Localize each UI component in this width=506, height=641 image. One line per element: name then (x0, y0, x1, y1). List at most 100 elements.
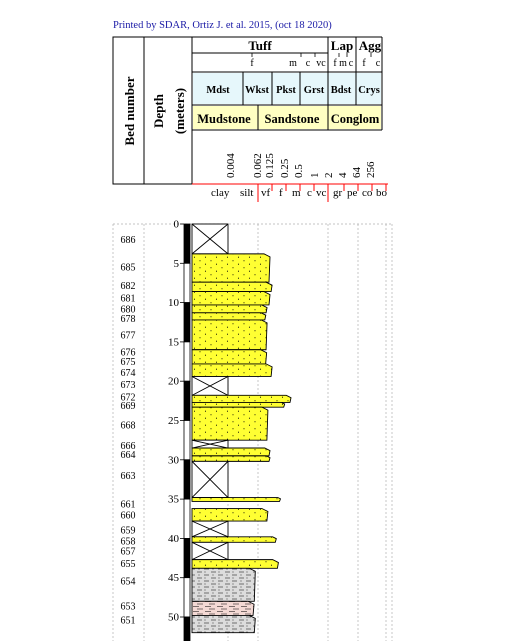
tuff-size-ticks (251, 53, 372, 57)
covered-interval (191, 541, 229, 561)
grain-size-class-labels: clay silt vf f m c vc gr pe co bo (211, 187, 388, 199)
covered-cross-line (191, 541, 229, 561)
depth-bar-segment (183, 223, 191, 264)
bed-number-label: 685 (121, 263, 136, 274)
sandstone-bed (191, 401, 286, 408)
depth-bar-segment (183, 341, 191, 382)
svg-text:bo: bo (376, 187, 388, 199)
svg-text:vf: vf (261, 187, 271, 199)
carbonate-row-bg (193, 73, 381, 104)
mudstone-label: Mudstone (197, 112, 251, 126)
svg-text:0.25: 0.25 (279, 158, 291, 178)
svg-text:vc: vc (316, 58, 326, 69)
depth-tick-label: 15 (168, 336, 180, 348)
printed-by-caption: Printed by SDAR, Ortiz J. et al. 2015, (… (113, 20, 332, 31)
bed-number-label: 673 (121, 380, 136, 391)
svg-text:0.004: 0.004 (225, 153, 237, 178)
svg-text:m: m (339, 58, 347, 69)
depth-bar-segment (183, 538, 191, 579)
svg-text:silt: silt (240, 187, 253, 199)
svg-text:2: 2 (323, 173, 335, 179)
lapilli-header: Lap (331, 38, 353, 53)
agglomerate-header: Agg (359, 38, 382, 53)
pkst-label: Pkst (276, 85, 296, 96)
bed-number-label: 651 (121, 616, 136, 627)
grst-label: Grst (304, 85, 325, 96)
covered-interval (191, 439, 229, 449)
covered-cross-line (191, 223, 229, 255)
bed-number-label: 654 (121, 576, 136, 587)
conglomerate-label: Conglom (331, 112, 380, 126)
depth-header: Depth (151, 93, 166, 128)
covered-cross-line (191, 439, 229, 449)
sandstone-bed (191, 508, 269, 522)
sandstone-bed (191, 312, 267, 321)
sandstone-bed (191, 406, 269, 441)
siliciclastic-row-bg (193, 106, 381, 129)
svg-text:4: 4 (337, 172, 349, 178)
svg-text:f: f (333, 58, 337, 69)
sandstone-bed (191, 497, 282, 502)
depth-bar (183, 223, 191, 641)
bed-number-label: 686 (121, 235, 136, 246)
siliciclastic-groups: Mudstone Sandstone Conglom (197, 112, 380, 126)
depth-tick-label: 0 (174, 219, 180, 231)
sandstone-bed (191, 559, 279, 569)
bed-number-label: 677 (121, 330, 136, 341)
depth-bar-segment (183, 498, 191, 539)
bdst-label: Bdst (331, 85, 352, 96)
bed-number-label: 682 (121, 281, 136, 292)
depth-bar-segment (183, 459, 191, 500)
svg-text:0.062: 0.062 (252, 153, 264, 178)
covered-interval (191, 460, 229, 498)
depth-bar-segment (183, 380, 191, 421)
siltstone-bed (191, 567, 256, 602)
svg-text:f: f (250, 58, 254, 69)
bed-number-label: 680 (121, 304, 136, 315)
depth-tick-label: 10 (168, 297, 180, 309)
depth-tick-label: 40 (168, 533, 180, 545)
svg-text:gr: gr (333, 187, 343, 199)
sandstone-bed (191, 394, 292, 403)
depth-tick-label: 50 (168, 612, 180, 624)
sandstone-bed (191, 281, 273, 293)
covered-cross-line (191, 461, 229, 498)
carbonate-classes: Mdst Wkst Pkst Grst Bdst Crys (206, 85, 379, 96)
bed-column (191, 223, 292, 634)
covered-cross-line (191, 520, 229, 538)
svg-text:f: f (362, 58, 366, 69)
svg-text:c: c (376, 58, 381, 69)
svg-text:pe: pe (347, 187, 358, 199)
bed-number-label: 657 (121, 546, 136, 557)
bed-number-label: 666 (121, 441, 136, 452)
svg-text:m: m (289, 58, 297, 69)
bed-number-label: 675 (121, 357, 136, 368)
covered-interval (191, 520, 229, 538)
svg-text:256: 256 (365, 161, 377, 178)
svg-text:c: c (306, 58, 311, 69)
wkst-label: Wkst (245, 85, 269, 96)
bed-number-label: 658 (121, 536, 136, 547)
covered-cross-line (191, 376, 229, 396)
bed-number-label: 678 (121, 314, 136, 325)
covered-interval (191, 376, 229, 396)
depth-tick-label: 20 (168, 376, 180, 388)
svg-text:1: 1 (309, 173, 321, 179)
grain-size-scale (192, 183, 388, 202)
depth-tick-label: 35 (168, 494, 180, 506)
depth-tick-label: 5 (174, 258, 180, 270)
depth-bar-segment (183, 577, 191, 618)
bed-number-label: 681 (121, 293, 136, 304)
depth-bar-segment (183, 420, 191, 461)
tuff-size-labels: f m c vc f m c f c (250, 58, 380, 69)
svg-text:co: co (362, 187, 373, 199)
sandstone-bed (191, 291, 271, 306)
svg-text:clay: clay (211, 187, 230, 199)
depth-bar-segment (183, 616, 191, 641)
svg-text:f: f (279, 187, 283, 199)
depth-ticks: 0 5 10 15 20 25 30 35 40 45 50 (168, 219, 184, 624)
svg-text:c: c (349, 58, 354, 69)
depth-bar-segment (183, 302, 191, 343)
crys-label: Crys (358, 85, 380, 96)
